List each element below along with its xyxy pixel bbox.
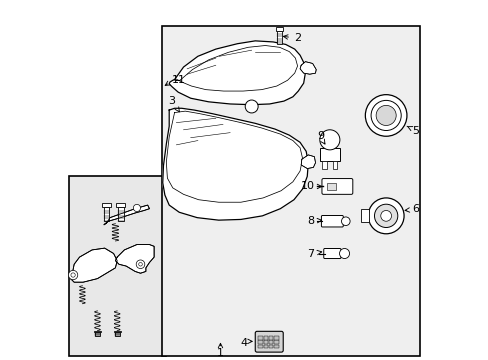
- Text: 6: 6: [404, 204, 419, 215]
- Bar: [332, 161, 337, 169]
- Circle shape: [374, 204, 397, 228]
- Text: 4: 4: [240, 338, 247, 348]
- Bar: [322, 161, 326, 169]
- Polygon shape: [163, 108, 308, 220]
- Circle shape: [244, 100, 258, 113]
- Bar: [275, 27, 283, 31]
- FancyBboxPatch shape: [321, 179, 352, 194]
- Text: 5: 5: [406, 126, 419, 135]
- Text: 8: 8: [306, 216, 314, 226]
- Bar: [258, 345, 263, 348]
- FancyBboxPatch shape: [255, 331, 283, 352]
- Bar: [268, 345, 273, 348]
- Polygon shape: [300, 62, 316, 74]
- Circle shape: [341, 217, 349, 225]
- Bar: [274, 341, 278, 344]
- Circle shape: [339, 248, 349, 258]
- Bar: [95, 332, 100, 336]
- Bar: [115, 332, 119, 336]
- Polygon shape: [169, 41, 305, 105]
- Bar: [360, 210, 368, 222]
- Bar: [319, 148, 339, 161]
- Bar: [277, 31, 282, 44]
- Bar: [162, 26, 419, 356]
- Circle shape: [370, 100, 400, 131]
- Text: 2: 2: [283, 33, 301, 43]
- Bar: [258, 336, 263, 339]
- Polygon shape: [70, 248, 117, 282]
- Polygon shape: [115, 244, 154, 273]
- Text: 10: 10: [300, 181, 314, 192]
- Polygon shape: [104, 205, 149, 225]
- Bar: [263, 341, 267, 344]
- Circle shape: [68, 270, 78, 280]
- Bar: [274, 345, 278, 348]
- Text: 9: 9: [316, 131, 324, 141]
- Bar: [114, 331, 121, 332]
- Circle shape: [136, 260, 144, 269]
- Bar: [69, 176, 165, 356]
- Circle shape: [365, 95, 406, 136]
- Bar: [103, 207, 109, 221]
- Circle shape: [319, 130, 339, 150]
- Bar: [258, 341, 263, 344]
- Bar: [268, 341, 273, 344]
- Bar: [274, 336, 278, 339]
- Text: 3: 3: [168, 96, 179, 112]
- Bar: [94, 331, 101, 332]
- Text: 11: 11: [172, 75, 185, 85]
- FancyBboxPatch shape: [323, 248, 340, 258]
- Circle shape: [71, 273, 75, 277]
- Bar: [326, 183, 335, 190]
- Polygon shape: [301, 155, 315, 168]
- Circle shape: [380, 211, 391, 221]
- Bar: [263, 336, 267, 339]
- Bar: [118, 207, 123, 221]
- Circle shape: [367, 198, 403, 234]
- FancyBboxPatch shape: [321, 216, 343, 227]
- Text: 7: 7: [306, 248, 314, 258]
- Bar: [263, 345, 267, 348]
- Circle shape: [133, 204, 140, 212]
- Circle shape: [139, 262, 142, 266]
- Text: 1: 1: [217, 348, 224, 358]
- Circle shape: [375, 105, 395, 126]
- Bar: [268, 336, 273, 339]
- Bar: [102, 203, 110, 207]
- Bar: [116, 203, 125, 207]
